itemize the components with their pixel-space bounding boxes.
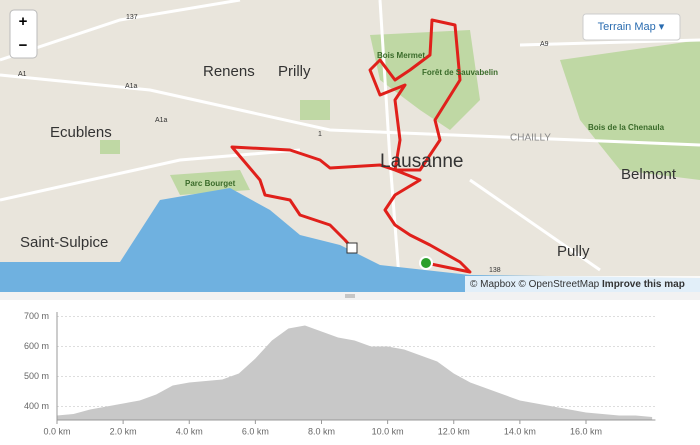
x-tick-label: 8.0 km: [308, 426, 335, 436]
zoom-out[interactable]: −: [19, 37, 28, 54]
y-tick-label: 400 m: [24, 401, 49, 411]
x-tick-label: 6.0 km: [242, 426, 269, 436]
place: Lausanne: [380, 151, 463, 172]
place: Belmont: [621, 166, 677, 183]
y-tick-label: 500 m: [24, 371, 49, 381]
road-label: 138: [489, 267, 501, 274]
road-label: A9: [540, 41, 549, 48]
place: Pully: [557, 243, 590, 260]
roads: [0, 0, 700, 291]
place: Prilly: [278, 63, 311, 80]
place: Bois de la Chenaula: [588, 123, 665, 132]
place: Bois Mermet: [377, 51, 425, 60]
x-tick-label: 12.0 km: [438, 426, 470, 436]
place: Renens: [203, 63, 255, 80]
y-tick-label: 600 m: [24, 341, 49, 351]
place: Parc Bourget: [185, 179, 236, 188]
road-label: 137: [126, 14, 138, 21]
place: CHAILLY: [510, 133, 551, 144]
place: Ecublens: [50, 124, 112, 141]
place: Saint-Sulpice: [20, 234, 108, 251]
zoom-in[interactable]: +: [19, 13, 28, 30]
x-tick-label: 4.0 km: [176, 426, 203, 436]
improve-link[interactable]: Improve this map: [602, 279, 685, 290]
lake: [0, 188, 700, 292]
road-label: A1: [18, 71, 27, 78]
x-tick-label: 16.0 km: [570, 426, 602, 436]
x-tick-label: 10.0 km: [372, 426, 404, 436]
road-label: A1a: [155, 117, 168, 124]
start-marker: [419, 256, 433, 270]
x-tick-label: 2.0 km: [110, 426, 137, 436]
zoom-control: [9, 9, 38, 59]
attribution: © Mapbox © OpenStreetMap Improve this ma…: [470, 279, 685, 290]
road-label: A1a: [125, 83, 138, 90]
route: [230, 18, 472, 274]
place: Forêt de Sauvabelin: [422, 68, 498, 77]
divider[interactable]: [0, 292, 700, 300]
y-tick-label: 700 m: [24, 311, 49, 321]
elevation-area: [57, 325, 653, 420]
x-tick-label: 0.0 km: [43, 426, 70, 436]
road-label: 1: [318, 131, 322, 138]
attribution-box: [465, 276, 700, 292]
style-button-box: [582, 13, 681, 41]
style-button[interactable]: Terrain Map ▾: [598, 21, 665, 33]
x-tick-label: 14.0 km: [504, 426, 536, 436]
finish-marker: [346, 242, 358, 254]
